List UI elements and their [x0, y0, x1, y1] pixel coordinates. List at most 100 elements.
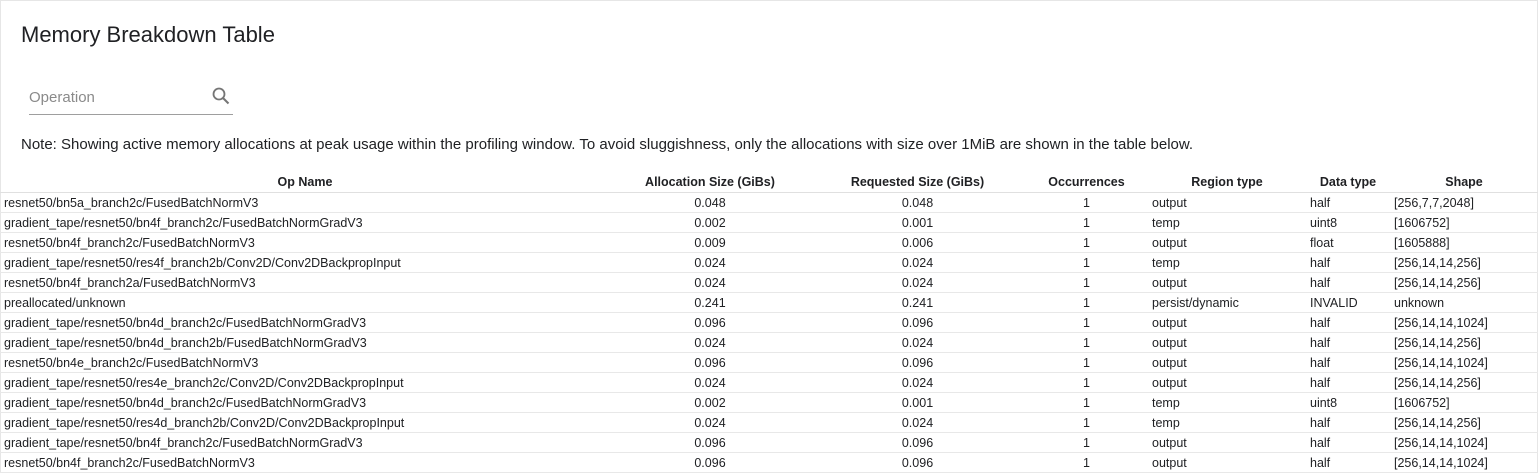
cell-region-type: output [1148, 332, 1306, 353]
memory-breakdown-table: Op Name Allocation Size (GiBs) Requested S… [0, 172, 1538, 473]
cell-requested-size: 0.006 [810, 232, 1025, 253]
cell-region-type: persist/dynamic [1148, 292, 1306, 313]
table-row[interactable]: resnet50/bn4f_branch2c/FusedBatchNormV3 0… [0, 232, 1538, 253]
cell-region-type: output [1148, 432, 1306, 453]
table-row[interactable]: gradient_tape/resnet50/bn4f_branch2c/Fus… [0, 432, 1538, 453]
cell-occurrences: 1 [1025, 412, 1148, 433]
cell-op-name: gradient_tape/resnet50/res4d_branch2b/Co… [0, 412, 610, 433]
cell-op-name: preallocated/unknown [0, 292, 610, 313]
cell-region-type: output [1148, 272, 1306, 293]
cell-data-type: uint8 [1306, 212, 1390, 233]
cell-data-type: half [1306, 192, 1390, 213]
cell-occurrences: 1 [1025, 432, 1148, 453]
cell-data-type: half [1306, 452, 1390, 473]
cell-region-type: temp [1148, 412, 1306, 433]
cell-op-name: gradient_tape/resnet50/bn4f_branch2c/Fus… [0, 432, 610, 453]
cell-region-type: temp [1148, 212, 1306, 233]
cell-region-type: temp [1148, 252, 1306, 273]
search-icon[interactable] [211, 86, 231, 111]
cell-occurrences: 1 [1025, 232, 1148, 253]
cell-occurrences: 1 [1025, 392, 1148, 413]
cell-occurrences: 1 [1025, 352, 1148, 373]
cell-shape: [256,14,14,1024] [1390, 432, 1538, 453]
column-header-shape[interactable]: Shape [1390, 172, 1538, 193]
cell-requested-size: 0.001 [810, 212, 1025, 233]
table-row[interactable]: resnet50/bn4f_branch2c/FusedBatchNormV3 0… [0, 452, 1538, 473]
cell-shape: unknown [1390, 292, 1538, 313]
cell-data-type: half [1306, 312, 1390, 333]
cell-requested-size: 0.096 [810, 312, 1025, 333]
cell-data-type: half [1306, 432, 1390, 453]
cell-op-name: gradient_tape/resnet50/bn4f_branch2c/Fus… [0, 212, 610, 233]
cell-allocation-size: 0.009 [610, 232, 810, 253]
column-header-requested-size[interactable]: Requested Size (GiBs) [810, 172, 1025, 193]
table-row[interactable]: gradient_tape/resnet50/bn4d_branch2b/Fus… [0, 332, 1538, 353]
cell-requested-size: 0.024 [810, 332, 1025, 353]
table-row[interactable]: gradient_tape/resnet50/res4d_branch2b/Co… [0, 412, 1538, 433]
cell-shape: [256,14,14,256] [1390, 372, 1538, 393]
cell-occurrences: 1 [1025, 252, 1148, 273]
cell-region-type: output [1148, 232, 1306, 253]
cell-allocation-size: 0.048 [610, 192, 810, 213]
cell-allocation-size: 0.024 [610, 372, 810, 393]
cell-shape: [256,14,14,1024] [1390, 352, 1538, 373]
cell-shape: [256,14,14,256] [1390, 412, 1538, 433]
cell-occurrences: 1 [1025, 372, 1148, 393]
cell-shape: [256,14,14,256] [1390, 252, 1538, 273]
cell-allocation-size: 0.024 [610, 252, 810, 273]
cell-op-name: gradient_tape/resnet50/res4f_branch2b/Co… [0, 252, 610, 273]
cell-op-name: resnet50/bn4f_branch2c/FusedBatchNormV3 [0, 452, 610, 473]
cell-allocation-size: 0.241 [610, 292, 810, 313]
cell-data-type: uint8 [1306, 392, 1390, 413]
cell-shape: [1605888] [1390, 232, 1538, 253]
cell-op-name: resnet50/bn4f_branch2c/FusedBatchNormV3 [0, 232, 610, 253]
cell-occurrences: 1 [1025, 192, 1148, 213]
cell-region-type: output [1148, 452, 1306, 473]
table-header-row: Op Name Allocation Size (GiBs) Requested S… [0, 172, 1538, 193]
cell-region-type: output [1148, 192, 1306, 213]
cell-shape: [256,7,7,2048] [1390, 192, 1538, 213]
cell-data-type: half [1306, 372, 1390, 393]
cell-data-type: half [1306, 412, 1390, 433]
operation-search[interactable] [29, 84, 233, 115]
column-header-occurrences[interactable]: Occurrences [1025, 172, 1148, 193]
cell-data-type: half [1306, 252, 1390, 273]
table-row[interactable]: gradient_tape/resnet50/res4f_branch2b/Co… [0, 252, 1538, 273]
cell-requested-size: 0.096 [810, 352, 1025, 373]
table-row[interactable]: gradient_tape/resnet50/bn4f_branch2c/Fus… [0, 212, 1538, 233]
cell-data-type: INVALID [1306, 292, 1390, 313]
cell-requested-size: 0.024 [810, 252, 1025, 273]
cell-requested-size: 0.024 [810, 412, 1025, 433]
table-row[interactable]: gradient_tape/resnet50/res4e_branch2c/Co… [0, 372, 1538, 393]
cell-shape: [1606752] [1390, 212, 1538, 233]
cell-data-type: half [1306, 352, 1390, 373]
cell-op-name: gradient_tape/resnet50/res4e_branch2c/Co… [0, 372, 610, 393]
table-row[interactable]: gradient_tape/resnet50/bn4d_branch2c/Fus… [0, 392, 1538, 413]
table-row[interactable]: resnet50/bn4e_branch2c/FusedBatchNormV3 0… [0, 352, 1538, 373]
cell-allocation-size: 0.096 [610, 352, 810, 373]
cell-op-name: resnet50/bn4f_branch2a/FusedBatchNormV3 [0, 272, 610, 293]
column-header-data-type[interactable]: Data type [1306, 172, 1390, 193]
cell-occurrences: 1 [1025, 332, 1148, 353]
cell-allocation-size: 0.002 [610, 212, 810, 233]
cell-occurrences: 1 [1025, 452, 1148, 473]
table-row[interactable]: preallocated/unknown 0.241 0.241 1 persist/d… [0, 292, 1538, 313]
cell-region-type: output [1148, 312, 1306, 333]
column-header-op-name[interactable]: Op Name [0, 172, 610, 193]
cell-allocation-size: 0.096 [610, 432, 810, 453]
column-header-region-type[interactable]: Region type [1148, 172, 1306, 193]
cell-shape: [256,14,14,1024] [1390, 312, 1538, 333]
page-title: Memory Breakdown Table [21, 22, 275, 47]
cell-requested-size: 0.096 [810, 452, 1025, 473]
column-header-allocation-size[interactable]: Allocation Size (GiBs) [610, 172, 810, 193]
cell-op-name: resnet50/bn4e_branch2c/FusedBatchNormV3 [0, 352, 610, 373]
operation-search-input[interactable] [29, 89, 199, 106]
cell-region-type: output [1148, 352, 1306, 373]
cell-requested-size: 0.241 [810, 292, 1025, 313]
table-row[interactable]: resnet50/bn4f_branch2a/FusedBatchNormV3 0… [0, 272, 1538, 293]
table-row[interactable]: resnet50/bn5a_branch2c/FusedBatchNormV3 0… [0, 192, 1538, 213]
cell-data-type: float [1306, 232, 1390, 253]
table-row[interactable]: gradient_tape/resnet50/bn4d_branch2c/Fus… [0, 312, 1538, 333]
note-text: Note: Showing active memory allocations … [21, 136, 1194, 153]
cell-allocation-size: 0.096 [610, 312, 810, 333]
